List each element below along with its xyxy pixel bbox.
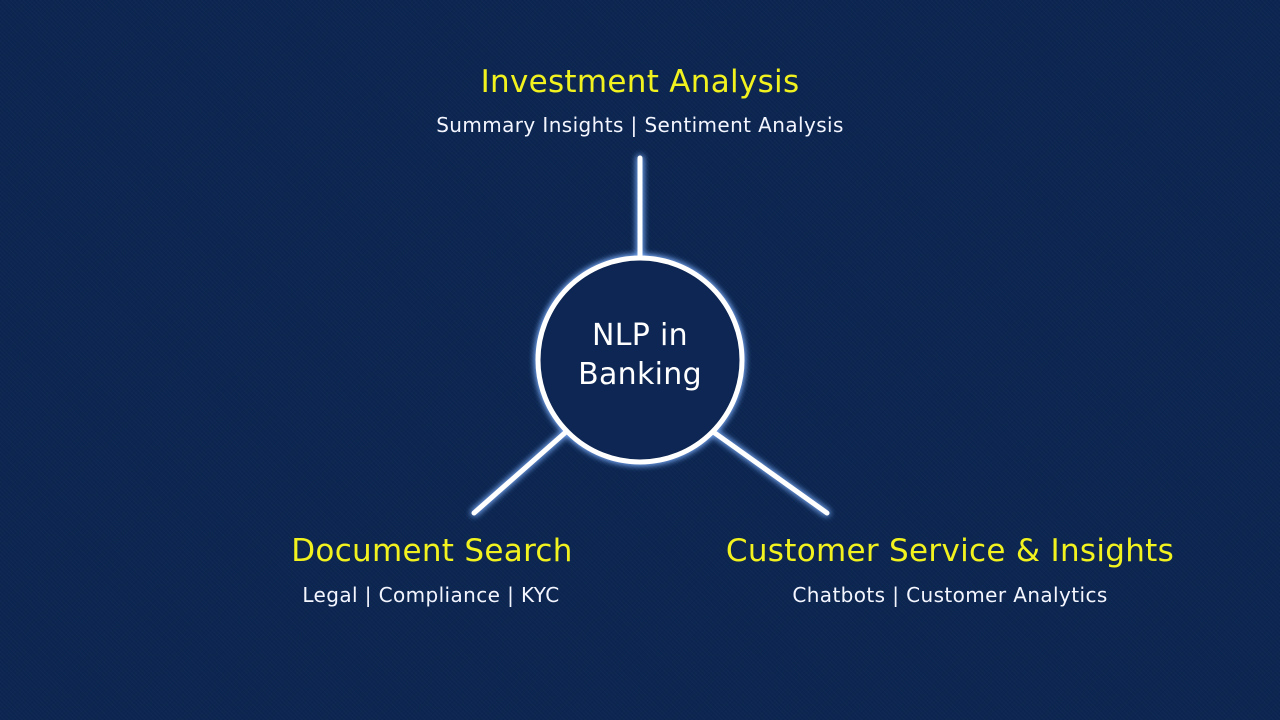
branch-top-subtitle: Summary Insights | Sentiment Analysis <box>436 113 844 137</box>
connector-right <box>709 428 830 516</box>
branch-top-title: Investment Analysis <box>480 64 800 100</box>
center-hub-line2: Banking <box>578 357 702 392</box>
center-hub-label: NLP in Banking <box>540 316 740 394</box>
branch-right-subtitle: Chatbots | Customer Analytics <box>792 583 1108 607</box>
connector-left <box>471 428 570 516</box>
branch-left-subtitle: Legal | Compliance | KYC <box>302 583 560 607</box>
center-hub-circle <box>535 255 745 465</box>
branch-left-title: Document Search <box>291 533 573 569</box>
branch-right-title: Customer Service & Insights <box>725 533 1175 569</box>
center-hub-line1: NLP in <box>592 318 688 353</box>
